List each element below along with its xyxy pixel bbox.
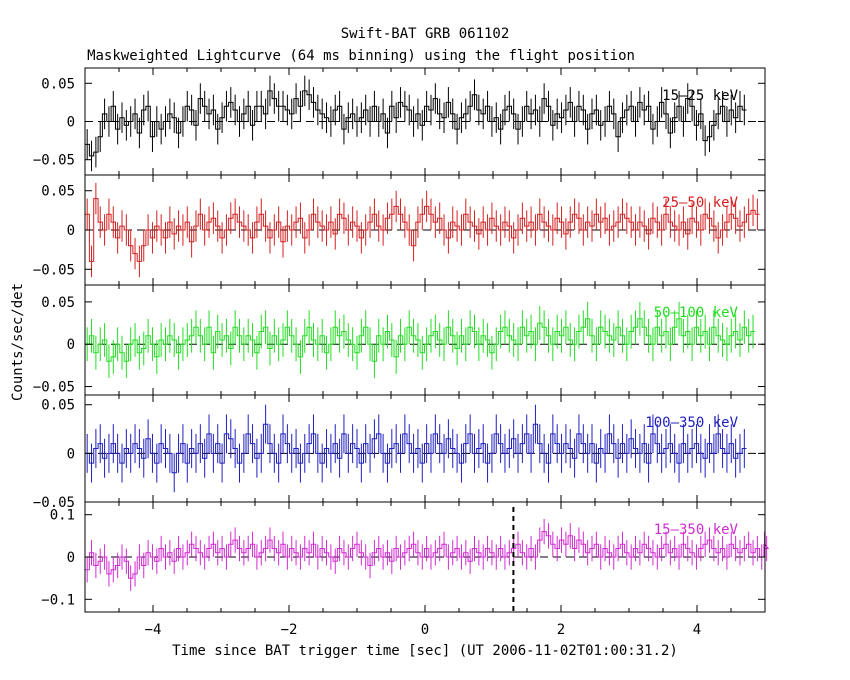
x-tick-label: −2 xyxy=(281,622,298,638)
band-label: 25–50 keV xyxy=(662,195,738,211)
y-tick-label: 0.05 xyxy=(41,184,75,200)
y-tick-label: −0.1 xyxy=(41,592,75,608)
x-tick-label: 2 xyxy=(557,622,565,638)
panel-4: 0.05 0 −0.05 100–350 keV xyxy=(33,394,766,511)
y-tick-label: 0.05 xyxy=(41,295,75,311)
chart-title: Swift-BAT GRB 061102 xyxy=(341,26,510,42)
y-tick-label: 0 xyxy=(67,337,75,353)
y-tick-label: −0.05 xyxy=(33,380,75,396)
y-tick-label: −0.05 xyxy=(33,262,75,278)
y-axis-label: Counts/sec/det xyxy=(10,283,26,401)
series-line xyxy=(85,198,760,262)
panel-3: 0.05 0 −0.05 50–100 keV xyxy=(33,284,766,396)
series-line xyxy=(85,423,747,474)
panel-5: 0.1 0 −0.1 15–350 keV xyxy=(41,501,770,613)
y-tick-label: 0 xyxy=(67,550,75,566)
y-tick-label: −0.05 xyxy=(33,153,75,169)
series-line xyxy=(85,318,756,362)
y-tick-label: 0.05 xyxy=(41,76,75,92)
x-tick-labels: −4 −2 0 2 4 xyxy=(145,622,702,638)
panel-1: 0.05 0 −0.05 15–25 keV xyxy=(33,67,766,176)
series-line xyxy=(85,531,770,579)
chart-subtitle: Maskweighted Lightcurve (64 ms binning) … xyxy=(87,48,635,64)
band-label: 50–100 keV xyxy=(654,305,739,321)
y-tick-label: 0 xyxy=(67,446,75,462)
series-line xyxy=(85,90,747,157)
y-tick-label: 0.05 xyxy=(41,398,75,414)
x-tick-label: −4 xyxy=(145,622,162,638)
y-tick-label: 0 xyxy=(67,115,75,131)
x-axis-label: Time since BAT trigger time [sec] (UT 20… xyxy=(172,643,678,659)
band-label: 100–350 keV xyxy=(645,415,738,431)
panel-2: 0.05 0 −0.05 25–50 keV xyxy=(33,174,766,286)
band-label: 15–350 keV xyxy=(654,522,739,538)
x-tick-label: 4 xyxy=(693,622,701,638)
x-tick-label: 0 xyxy=(421,622,429,638)
y-tick-label: 0.1 xyxy=(50,508,75,524)
y-tick-label: −0.05 xyxy=(33,495,75,511)
band-label: 15–25 keV xyxy=(662,88,738,104)
y-tick-label: 0 xyxy=(67,223,75,239)
